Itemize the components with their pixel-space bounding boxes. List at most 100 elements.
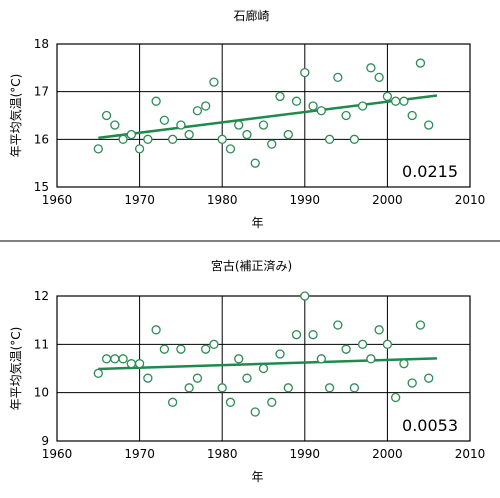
data-point (324, 383, 335, 393)
y-tick-label: 10 (34, 386, 49, 400)
data-point (316, 354, 326, 364)
y-tick-label: 18 (34, 37, 49, 51)
data-point (234, 120, 244, 130)
y-axis-label: 年平均気温(°C) (8, 327, 23, 411)
data-point (308, 101, 318, 111)
data-point (415, 58, 426, 68)
data-point (275, 349, 285, 359)
data-point (333, 72, 343, 83)
data-point (118, 354, 128, 364)
data-point (357, 339, 368, 349)
x-tick-label: 1990 (290, 193, 321, 207)
data-point (225, 397, 236, 407)
x-tick-label: 2010 (455, 193, 486, 207)
data-point (184, 129, 194, 140)
data-point (192, 106, 203, 116)
data-point (126, 129, 136, 140)
y-tick-label: 11 (34, 337, 49, 351)
chart-title: 宮古(補正済み) (211, 258, 292, 273)
x-tick-label: 2000 (372, 193, 403, 207)
data-point (341, 344, 351, 354)
data-point (134, 359, 145, 369)
data-point (118, 134, 128, 144)
data-point (357, 101, 368, 111)
data-point (415, 320, 426, 330)
data-point (399, 96, 409, 106)
data-point (424, 120, 434, 130)
data-point (349, 383, 360, 393)
data-point (176, 120, 186, 130)
plot-frame (56, 43, 471, 188)
data-point (250, 407, 260, 417)
data-point (234, 354, 244, 364)
data-point (366, 354, 376, 364)
data-point (382, 339, 393, 349)
x-tick-label: 2010 (455, 447, 486, 461)
data-point (192, 373, 203, 383)
data-point (275, 91, 285, 102)
slope-label: 0.0053 (402, 416, 458, 435)
data-point (151, 96, 161, 106)
x-tick-label: 1980 (207, 193, 238, 207)
data-point (283, 129, 293, 140)
data-point (209, 339, 219, 349)
y-tick-label: 12 (34, 289, 49, 303)
data-point (407, 378, 417, 388)
data-point (167, 397, 178, 407)
slope-label: 0.0215 (402, 162, 458, 181)
chart-panel-1: 石廊崎 1960 1970 1980 1990 2000 2010 15 16 17 18 年 年平均気… (8, 8, 485, 230)
data-point (300, 291, 310, 301)
data-point (176, 344, 186, 354)
data-point (341, 110, 351, 121)
data-point (391, 392, 401, 403)
data-point (407, 110, 417, 121)
x-tick-label: 1960 (42, 193, 73, 207)
data-point (167, 134, 178, 144)
data-point (134, 144, 145, 154)
data-point (201, 101, 211, 111)
data-point (217, 383, 227, 393)
y-tick-label: 16 (34, 132, 49, 146)
data-point (349, 134, 360, 144)
data-point (291, 96, 302, 106)
data-point (374, 325, 384, 335)
x-axis-label: 年 (251, 216, 263, 230)
data-point (110, 354, 120, 364)
data-point (143, 373, 153, 383)
data-point (258, 363, 269, 374)
data-point (159, 115, 170, 125)
data-point (399, 359, 409, 369)
x-tick-label: 2000 (372, 447, 403, 461)
data-point (250, 158, 260, 168)
x-tick-label: 1960 (42, 447, 73, 461)
data-point (225, 144, 236, 154)
data-point (283, 383, 293, 393)
data-point (209, 77, 219, 87)
data-point (143, 134, 153, 144)
data-point (101, 354, 112, 364)
data-point (391, 96, 401, 106)
data-point (151, 325, 161, 335)
x-tick-label: 1990 (290, 447, 321, 461)
data-point (110, 120, 120, 130)
x-tick-label: 1970 (124, 193, 155, 207)
data-point (333, 320, 343, 330)
data-point (316, 106, 326, 116)
data-point (217, 134, 227, 144)
data-point (242, 129, 252, 140)
data-point (267, 139, 277, 149)
data-point (93, 368, 103, 378)
y-tick-label: 15 (34, 180, 49, 194)
data-point (267, 397, 277, 407)
data-point (126, 359, 136, 369)
trend-line (98, 357, 437, 371)
x-tick-label: 1980 (207, 447, 238, 461)
x-tick-label: 1970 (124, 447, 155, 461)
data-point (424, 373, 434, 383)
data-point (93, 144, 103, 154)
y-tick-label: 17 (34, 85, 49, 99)
data-point (308, 330, 318, 340)
data-point (201, 344, 211, 354)
